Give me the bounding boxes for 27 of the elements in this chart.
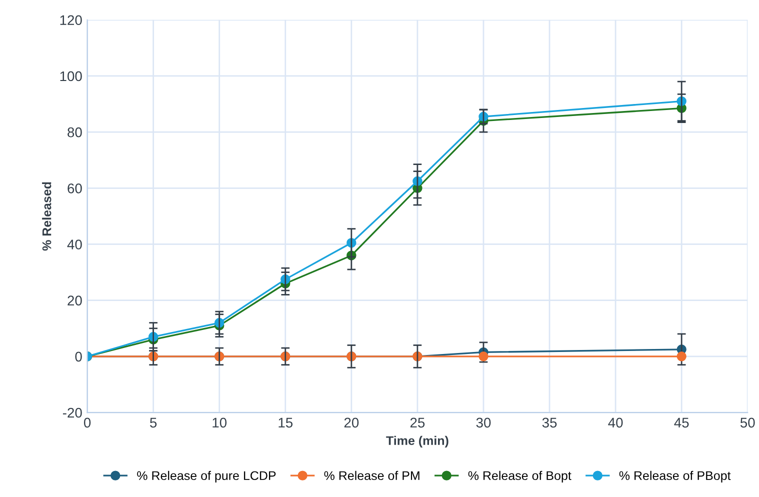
x-tick-label: 10 — [212, 418, 227, 428]
x-tick-label: 50 — [740, 418, 755, 428]
y-tick-label: 40 — [67, 240, 82, 250]
y-tick-label: 100 — [60, 71, 82, 82]
x-tick-label: 30 — [476, 418, 491, 428]
y-tick-label: -20 — [62, 408, 82, 418]
y-axis-title: % Released — [42, 182, 52, 251]
x-tick-label: 0 — [84, 418, 91, 428]
point — [676, 352, 686, 362]
legend-label: % Release of Bopt — [468, 470, 572, 483]
legend-label: % Release of PM — [324, 470, 420, 480]
legend-label: % Release of pure LCDP — [137, 470, 276, 483]
x-tick-label: 5 — [150, 418, 157, 428]
x-tick-label: 45 — [674, 418, 689, 428]
x-tick-label: 15 — [278, 418, 293, 428]
x-tick-label: 40 — [608, 418, 623, 428]
legend-label: % Release of PBopt — [619, 470, 731, 483]
y-tick-label: 20 — [68, 296, 82, 306]
point — [478, 352, 488, 362]
x-axis-title: Time (min) — [386, 436, 448, 448]
y-tick-label: 120 — [60, 15, 82, 26]
y-tick-label: 0 — [75, 352, 82, 362]
y-tick-label: 80 — [68, 127, 82, 138]
x-tick-label: 25 — [410, 418, 425, 428]
y-tick-label: 60 — [68, 183, 82, 194]
x-tick-label: 35 — [542, 418, 557, 428]
x-tick-label: 20 — [344, 418, 359, 428]
